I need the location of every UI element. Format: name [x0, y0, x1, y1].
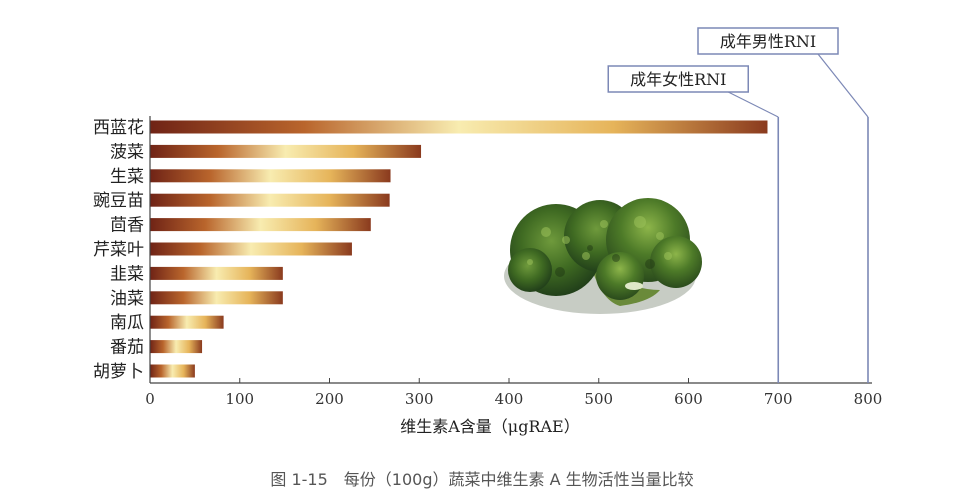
bar-1 [150, 144, 422, 158]
category-label: 南瓜 [110, 313, 144, 333]
category-label: 番茄 [110, 338, 144, 358]
category-label: 生菜 [110, 167, 144, 187]
callout-pointer [727, 91, 779, 118]
x-tick-label: 700 [764, 390, 793, 408]
bar-9 [150, 340, 203, 354]
bar-7 [150, 291, 283, 305]
bar-0 [150, 120, 768, 134]
callout-box [607, 65, 749, 93]
x-axis-ticks: 0 100 200 300 400 500 600 700 800 [145, 378, 882, 408]
category-label: 油菜 [110, 289, 144, 309]
category-label: 菠菜 [110, 142, 144, 162]
callout-pointer [817, 53, 869, 118]
x-tick-label: 400 [495, 390, 524, 408]
figure-caption: 图 1-15 每份（100g）蔬菜中维生素 A 生物活性当量比较 [270, 470, 694, 489]
reference-line-label: 成年男性RNI [720, 32, 816, 51]
category-label: 韭菜 [110, 264, 144, 284]
category-label: 芹菜叶 [93, 240, 144, 260]
bar-4 [150, 218, 371, 232]
bar-8 [150, 315, 224, 329]
x-tick-label: 800 [854, 390, 883, 408]
bar-3 [150, 193, 390, 207]
x-tick-label: 0 [145, 390, 155, 408]
x-tick-label: 100 [225, 390, 254, 408]
reference-lines: 成年女性RNI 成年男性RNI [607, 27, 869, 383]
category-label: 豌豆苗 [93, 191, 144, 211]
callout-box [697, 27, 839, 55]
bar-6 [150, 266, 283, 280]
bar-10 [150, 364, 195, 378]
x-tick-label: 300 [405, 390, 434, 408]
broccoli-icon [504, 198, 702, 314]
bar-5 [150, 242, 352, 256]
category-label: 西蓝花 [93, 118, 144, 138]
category-label: 胡萝卜 [93, 362, 144, 382]
x-tick-label: 600 [674, 390, 703, 408]
x-tick-label: 500 [584, 390, 613, 408]
x-axis-title: 维生素A含量（μgRAE） [400, 417, 579, 436]
bar-2 [150, 169, 391, 183]
bars [150, 120, 768, 378]
x-tick-label: 200 [315, 390, 344, 408]
category-label: 茴香 [110, 216, 144, 236]
reference-line-label: 成年女性RNI [630, 70, 726, 89]
